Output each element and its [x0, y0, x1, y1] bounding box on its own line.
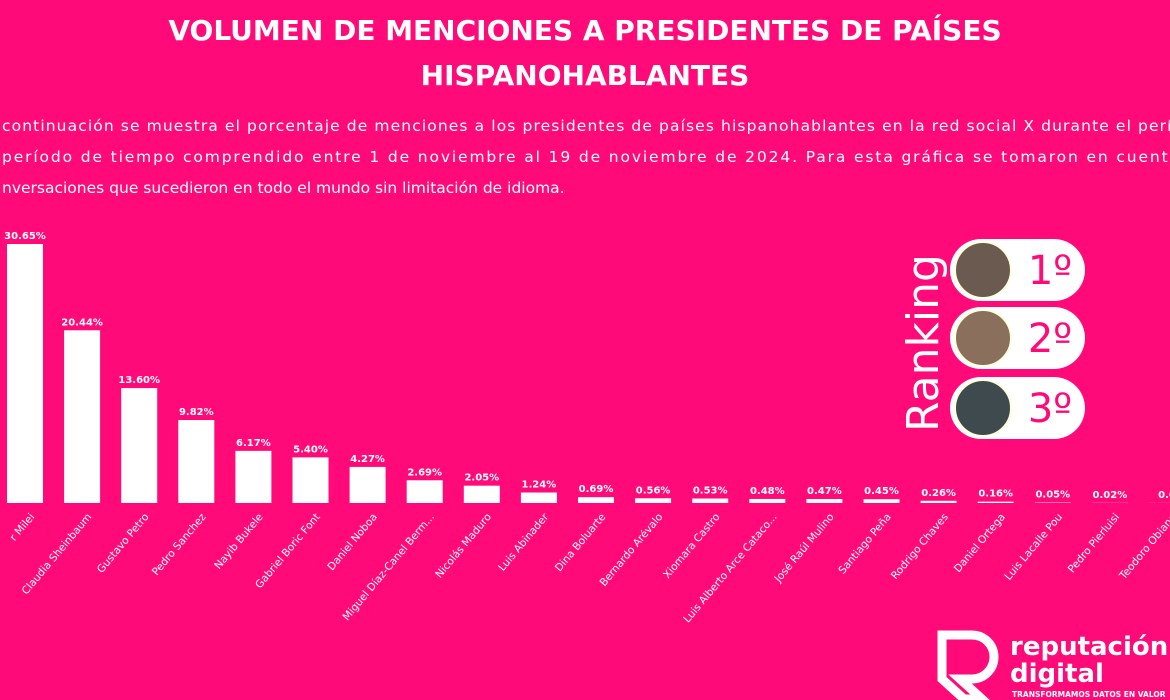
x-tick-label: Rodrigo Chaves	[889, 511, 951, 582]
value-label: 6.17%	[236, 438, 271, 449]
value-label: 0.56%	[636, 485, 671, 496]
bar	[806, 499, 843, 503]
x-tick-label: Gustavo Petro	[95, 511, 152, 575]
x-tick-label: Teodoro Obiang	[1117, 511, 1170, 582]
value-label: 0.0	[1158, 490, 1170, 501]
logo-tagline: TRANSFORMAMOS DATOS EN VALOR	[1012, 690, 1166, 699]
logo: reputación digital TRANSFORMAMOS DATOS E…	[937, 630, 1168, 700]
value-label: 0.53%	[693, 486, 728, 497]
x-tick-label: Pedro Pierluisi	[1066, 511, 1123, 575]
value-label: 0.47%	[807, 486, 842, 497]
subtitle: continuación se muestra el porcentaje de…	[2, 117, 1170, 135]
bar	[349, 466, 386, 503]
bar	[578, 497, 614, 503]
value-label: 2.69%	[407, 467, 442, 478]
x-tick-label: Daniel Ortega	[952, 511, 1008, 575]
bar	[863, 499, 900, 503]
value-label: 0.05%	[1035, 490, 1070, 501]
value-label: 0.69%	[579, 484, 614, 495]
ranking-place: 2º	[1028, 316, 1072, 362]
value-label: 13.60%	[118, 375, 160, 386]
bar	[292, 457, 329, 503]
subtitle: nversaciones que sucedieron en todo el m…	[2, 179, 565, 197]
x-tick-label: Daniel Noboa	[325, 511, 380, 573]
portrait	[954, 309, 1012, 367]
portrait	[954, 241, 1012, 299]
x-tick-label: Pedro Sanchez	[150, 511, 209, 578]
logo-name: digital	[1010, 659, 1104, 689]
bar	[977, 501, 1014, 503]
ranking-list: 1º 2º 3º	[950, 239, 1085, 439]
x-tick-label: Luis Lacalle Pou	[1002, 511, 1065, 582]
chart-title: HISPANOHABLANTES	[421, 59, 750, 92]
x-tick-label: Luis Alberto Arce Cataco...	[681, 511, 779, 625]
value-label: 0.26%	[921, 488, 956, 499]
bar	[463, 485, 500, 503]
bar	[7, 244, 43, 503]
x-tick-label: Nicolás Maduro	[433, 511, 494, 580]
x-tick-label: Santiago Peña	[836, 511, 894, 576]
value-label: 0.16%	[978, 489, 1013, 500]
x-tick-label: Luis Abinader	[496, 511, 551, 574]
logo-mark	[937, 630, 999, 700]
bar	[64, 330, 101, 503]
subtitle: período de tiempo comprendido entre 1 de…	[2, 148, 1170, 166]
value-label: 0.02%	[1093, 490, 1128, 501]
portrait	[954, 379, 1012, 437]
ranking-place: 3º	[1028, 386, 1072, 432]
value-label: 9.82%	[179, 407, 214, 418]
bar	[520, 492, 557, 503]
value-label: 30.65%	[4, 231, 46, 242]
value-label: 1.24%	[522, 480, 557, 491]
bar	[235, 450, 272, 503]
value-label: 20.44%	[61, 317, 103, 328]
x-tick-label: José Raúl Mulino	[772, 511, 837, 585]
value-label: 2.05%	[464, 473, 499, 484]
x-tick-label: Bernardo Arévalo	[598, 511, 666, 589]
value-label: 4.27%	[350, 454, 385, 465]
logo-name: reputación	[1010, 632, 1168, 662]
x-tick-label: Nayib Bukele	[212, 511, 265, 571]
bar	[121, 388, 158, 503]
chart-title: VOLUMEN DE MENCIONES A PRESIDENTES DE PA…	[168, 13, 1001, 47]
ranking-place: 1º	[1028, 248, 1072, 294]
bar	[635, 498, 672, 503]
bar	[749, 498, 786, 503]
bar	[406, 480, 443, 503]
value-label: 0.45%	[864, 486, 899, 497]
value-label: 0.48%	[750, 486, 785, 497]
x-tick-label: Dina Boluarte	[553, 511, 608, 574]
x-tick-label: Gabriel Boric Font	[253, 511, 323, 591]
x-tick-label: Miguel Díaz-Canel Berm...	[340, 511, 437, 623]
value-label: 5.40%	[293, 444, 328, 455]
x-tick-label: Xiomara Castro	[661, 511, 722, 581]
ranking-title: Ranking	[898, 254, 949, 432]
bar	[692, 498, 729, 503]
bar	[920, 500, 957, 503]
bar	[178, 420, 215, 503]
x-tick-label: r Milei	[8, 511, 38, 543]
